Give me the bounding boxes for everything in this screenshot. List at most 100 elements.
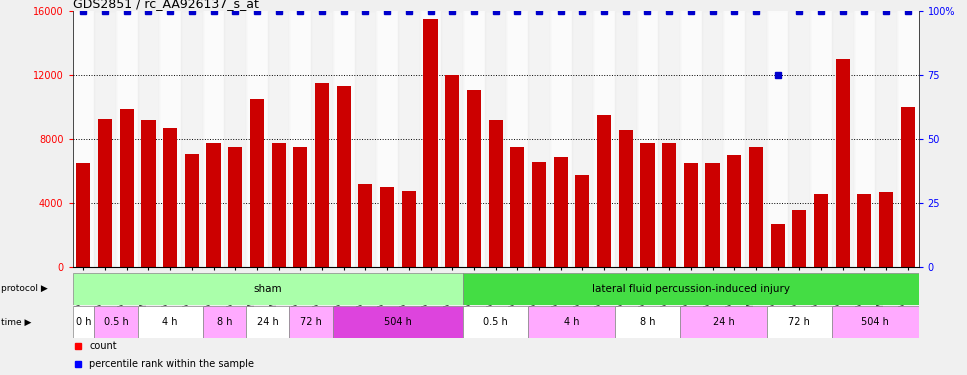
Text: 72 h: 72 h — [300, 317, 322, 327]
Text: 0.5 h: 0.5 h — [484, 317, 508, 327]
Bar — [441, 11, 463, 267]
Bar — [207, 142, 220, 267]
Bar — [767, 306, 832, 338]
Bar — [488, 120, 503, 267]
Text: 4 h: 4 h — [564, 317, 579, 327]
Bar — [289, 306, 333, 338]
Bar — [615, 11, 636, 267]
Bar — [727, 155, 742, 267]
Bar — [246, 11, 268, 267]
Bar — [160, 11, 181, 267]
Bar — [463, 11, 484, 267]
Bar — [120, 109, 133, 267]
Bar — [814, 194, 828, 267]
Text: 504 h: 504 h — [384, 317, 412, 327]
Bar — [181, 11, 203, 267]
Bar — [401, 190, 416, 267]
Bar — [662, 142, 676, 267]
Bar — [854, 11, 875, 267]
Text: 24 h: 24 h — [713, 317, 734, 327]
Bar — [879, 192, 894, 267]
Bar — [137, 306, 203, 338]
Bar — [575, 174, 590, 267]
Text: 8 h: 8 h — [640, 317, 656, 327]
Bar — [398, 11, 420, 267]
Bar — [228, 147, 243, 267]
Bar — [532, 162, 546, 267]
Text: 504 h: 504 h — [862, 317, 890, 327]
Bar — [832, 306, 919, 338]
Bar — [249, 99, 264, 267]
Bar — [73, 273, 463, 304]
Bar — [203, 306, 246, 338]
Bar — [73, 11, 94, 267]
Bar — [680, 11, 702, 267]
Bar — [268, 11, 289, 267]
Bar — [359, 184, 372, 267]
Bar — [467, 90, 481, 267]
Bar — [185, 154, 199, 267]
Bar — [424, 19, 437, 267]
Bar — [376, 11, 398, 267]
Text: protocol ▶: protocol ▶ — [1, 284, 47, 293]
Bar — [702, 11, 723, 267]
Bar — [554, 157, 568, 267]
Bar — [289, 11, 311, 267]
Text: 72 h: 72 h — [788, 317, 810, 327]
Bar — [615, 306, 680, 338]
Bar — [355, 11, 376, 267]
Bar — [511, 147, 524, 267]
Bar — [748, 147, 763, 267]
Bar — [550, 11, 571, 267]
Text: count: count — [89, 341, 117, 351]
Text: 0 h: 0 h — [75, 317, 91, 327]
Bar — [380, 188, 395, 267]
Bar — [571, 11, 593, 267]
Bar — [337, 87, 351, 267]
Text: 24 h: 24 h — [257, 317, 278, 327]
Bar — [141, 120, 156, 267]
Bar — [706, 164, 719, 267]
Bar — [311, 11, 333, 267]
Bar — [900, 107, 915, 267]
Bar — [94, 11, 116, 267]
Text: GDS2851 / rc_AA926137_s_at: GDS2851 / rc_AA926137_s_at — [73, 0, 258, 10]
Text: 4 h: 4 h — [162, 317, 178, 327]
Bar — [640, 142, 655, 267]
Bar — [507, 11, 528, 267]
Text: percentile rank within the sample: percentile rank within the sample — [89, 359, 254, 369]
Bar — [746, 11, 767, 267]
Text: time ▶: time ▶ — [1, 317, 31, 326]
Bar — [203, 11, 224, 267]
Text: 0.5 h: 0.5 h — [103, 317, 129, 327]
Bar — [528, 306, 615, 338]
Bar — [832, 11, 854, 267]
Bar — [788, 11, 810, 267]
Bar — [246, 306, 289, 338]
Bar — [315, 83, 329, 267]
Bar — [224, 11, 246, 267]
Bar — [73, 306, 94, 338]
Text: sham: sham — [253, 284, 282, 294]
Bar — [858, 194, 871, 267]
Bar — [792, 210, 806, 267]
Bar — [875, 11, 897, 267]
Bar — [98, 118, 112, 267]
Bar — [76, 164, 91, 267]
Bar — [463, 306, 528, 338]
Bar — [116, 11, 137, 267]
Bar — [463, 273, 919, 304]
Text: lateral fluid percussion-induced injury: lateral fluid percussion-induced injury — [592, 284, 790, 294]
Bar — [94, 306, 137, 338]
Bar — [333, 306, 463, 338]
Bar — [619, 130, 632, 267]
Bar — [767, 11, 788, 267]
Bar — [810, 11, 832, 267]
Bar — [420, 11, 441, 267]
Bar — [293, 147, 308, 267]
Bar — [445, 75, 459, 267]
Bar — [484, 11, 507, 267]
Bar — [593, 11, 615, 267]
Bar — [528, 11, 550, 267]
Bar — [771, 224, 784, 267]
